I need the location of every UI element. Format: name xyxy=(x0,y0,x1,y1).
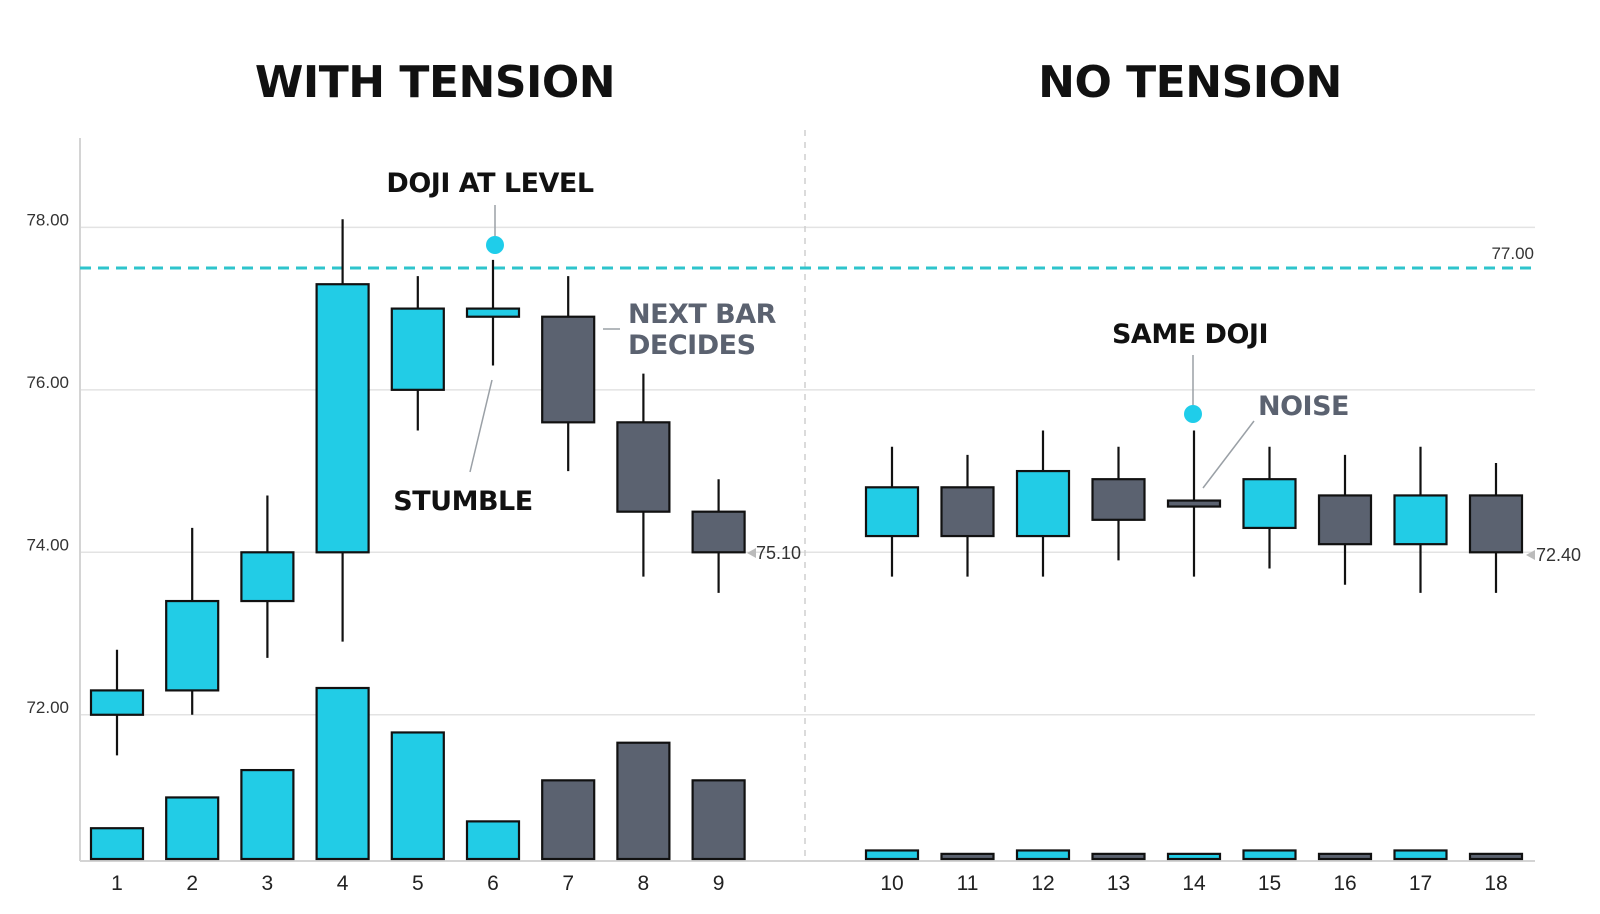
y-tick-label: 74.00 xyxy=(26,535,69,554)
grid xyxy=(80,226,1535,716)
candle-body xyxy=(1091,478,1146,521)
last-price-label-left: 75.10 xyxy=(756,543,801,563)
noise-leader xyxy=(1202,420,1255,489)
candle-body xyxy=(165,599,220,692)
stumble-label: STUMBLE xyxy=(393,486,532,517)
candles xyxy=(89,219,1524,756)
volume-bar xyxy=(1317,852,1373,861)
candle-body xyxy=(465,307,521,318)
last-price-label-right: 72.40 xyxy=(1536,545,1581,565)
candle-body xyxy=(691,510,746,554)
x-tick-label: 2 xyxy=(186,872,198,895)
candle-body xyxy=(89,689,145,716)
doji-at-level-marker xyxy=(486,236,504,254)
volume-bar xyxy=(1242,849,1297,861)
left-panel-title: WITH TENSION xyxy=(255,57,615,108)
volume-bar xyxy=(616,741,671,861)
candle-body xyxy=(240,551,295,603)
candle-body xyxy=(315,283,370,554)
volume-bar xyxy=(1393,849,1448,861)
volume-bar xyxy=(315,686,370,861)
y-tick-label: 78.00 xyxy=(26,210,69,229)
x-tick-label: 14 xyxy=(1182,872,1206,895)
candle-body xyxy=(390,307,445,391)
last-price-pointer-left xyxy=(747,548,756,558)
candle-body xyxy=(940,486,995,538)
same-doji-label: SAME DOJI xyxy=(1112,319,1268,350)
same-doji-marker xyxy=(1184,405,1202,423)
volume-bar xyxy=(691,779,746,861)
volume-bar xyxy=(541,779,596,861)
x-tick-label: 3 xyxy=(262,872,274,895)
right-panel-title: NO TENSION xyxy=(1038,57,1342,108)
next-bar-decides-label-line2: DECIDES xyxy=(628,330,756,361)
last-price-pointer-right xyxy=(1526,550,1535,560)
x-tick-label: 13 xyxy=(1107,872,1130,895)
volume-bar xyxy=(1091,852,1146,861)
candle-body xyxy=(864,486,920,538)
volume-bar xyxy=(940,852,995,861)
x-tick-label: 16 xyxy=(1333,872,1356,895)
noise-label: NOISE xyxy=(1258,391,1349,422)
x-tick-label: 5 xyxy=(412,872,424,895)
x-tick-label: 11 xyxy=(957,872,979,895)
candle-body xyxy=(1242,478,1297,530)
candle-body xyxy=(1317,494,1373,546)
volume-bar xyxy=(240,768,295,861)
y-axis: 72.00 74.00 76.00 78.00 xyxy=(26,210,69,716)
x-tick-label: 1 xyxy=(111,872,123,895)
volume-bar xyxy=(864,849,920,861)
candle-body xyxy=(616,421,671,513)
volume-bar xyxy=(165,796,220,861)
candle-body xyxy=(1468,494,1524,554)
x-tick-label: 7 xyxy=(562,872,574,895)
stumble-leader xyxy=(469,379,493,473)
volume-bar xyxy=(89,827,145,861)
doji-at-level-label: DOJI AT LEVEL xyxy=(386,168,593,199)
x-tick-label: 9 xyxy=(713,872,725,895)
x-tick-label: 10 xyxy=(880,872,903,895)
x-tick-label: 17 xyxy=(1409,872,1432,895)
x-tick-label: 15 xyxy=(1258,872,1281,895)
doji-candle-body xyxy=(1166,499,1222,508)
candle-body xyxy=(1393,494,1448,546)
y-tick-label: 72.00 xyxy=(26,698,69,717)
volume-bar xyxy=(1468,852,1524,861)
y-tick-label: 76.00 xyxy=(26,373,69,392)
volume-bar xyxy=(465,820,521,861)
x-axis: 1 2 3 4 5 6 7 8 9 10 11 12 13 14 15 16 17 18 xyxy=(111,872,1508,895)
level-price-label: 77.00 xyxy=(1491,244,1534,263)
next-bar-decides-label-line1: NEXT BAR xyxy=(628,299,777,330)
candle-body xyxy=(1015,469,1071,538)
x-tick-label: 8 xyxy=(638,872,650,895)
volume-bar xyxy=(1166,852,1222,861)
volume-bar xyxy=(390,731,445,861)
x-tick-label: 6 xyxy=(487,872,499,895)
volume-bar xyxy=(1015,849,1071,861)
volume-bars xyxy=(89,686,1524,861)
x-tick-label: 18 xyxy=(1484,872,1507,895)
x-tick-label: 12 xyxy=(1031,872,1054,895)
candle-body xyxy=(541,315,596,424)
x-tick-label: 4 xyxy=(337,872,349,895)
